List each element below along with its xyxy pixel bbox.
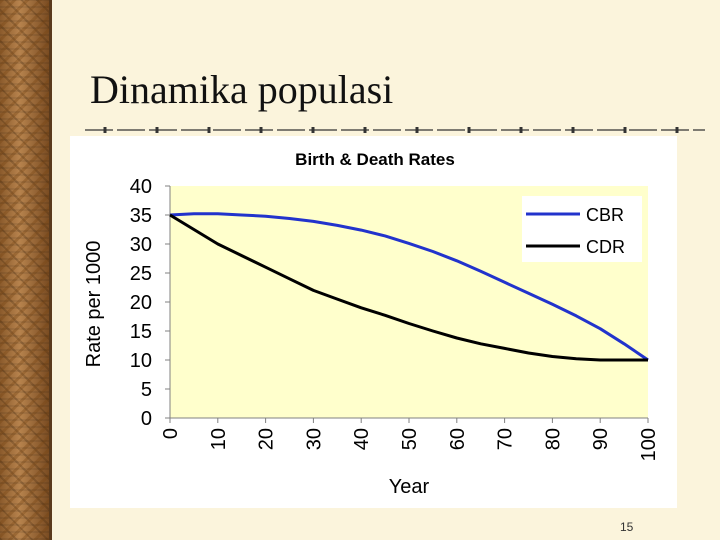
decorative-side-strip (0, 0, 52, 540)
y-tick-label: 30 (130, 234, 152, 256)
x-tick-label: 80 (542, 428, 564, 450)
series-line-cbr (169, 212, 649, 362)
y-tick-label: 25 (130, 263, 152, 285)
y-axis-label: Rate per 1000 (83, 241, 105, 368)
x-tick-label: 60 (447, 428, 469, 450)
y-tick-label: 40 (130, 176, 152, 198)
x-tick-label: 100 (638, 428, 660, 461)
y-tick-label: 10 (130, 350, 152, 372)
x-tick-label: 20 (256, 428, 278, 450)
legend-label-cbr: CBR (586, 205, 624, 225)
chart-panel: Birth & Death Rates 0 5 10 15 20 25 30 35 40 0 10… (70, 136, 677, 508)
birth-death-chart: Birth & Death Rates 0 5 10 15 20 25 30 35 40 0 10… (83, 150, 660, 498)
x-tick-label: 0 (160, 428, 182, 439)
series-group (169, 212, 649, 362)
slide-title: Dinamika populasi (90, 67, 394, 112)
chart-title: Birth & Death Rates (295, 150, 455, 169)
x-tick-label: 90 (590, 428, 612, 450)
legend-box (522, 196, 642, 262)
x-tick-label: 10 (208, 428, 230, 450)
title-divider (85, 127, 705, 133)
y-tick-label: 5 (141, 379, 152, 401)
y-tick-label: 35 (130, 205, 152, 227)
series-line-cdr (169, 213, 648, 362)
x-tick-label: 70 (495, 428, 517, 450)
x-tick-group: 0 10 20 30 40 50 60 70 80 90 100 (160, 418, 660, 461)
page-number: 15 (620, 520, 634, 534)
x-tick-label: 30 (303, 428, 325, 450)
legend: CBR CDR (522, 196, 642, 262)
x-axis-label: Year (389, 476, 430, 498)
x-tick-label: 50 (399, 428, 421, 450)
y-tick-label: 0 (141, 408, 152, 430)
y-tick-label: 20 (130, 292, 152, 314)
y-tick-group: 0 5 10 15 20 25 30 35 40 (130, 176, 170, 430)
y-tick-label: 15 (130, 321, 152, 343)
legend-label-cdr: CDR (586, 237, 625, 257)
x-tick-label: 40 (351, 428, 373, 450)
